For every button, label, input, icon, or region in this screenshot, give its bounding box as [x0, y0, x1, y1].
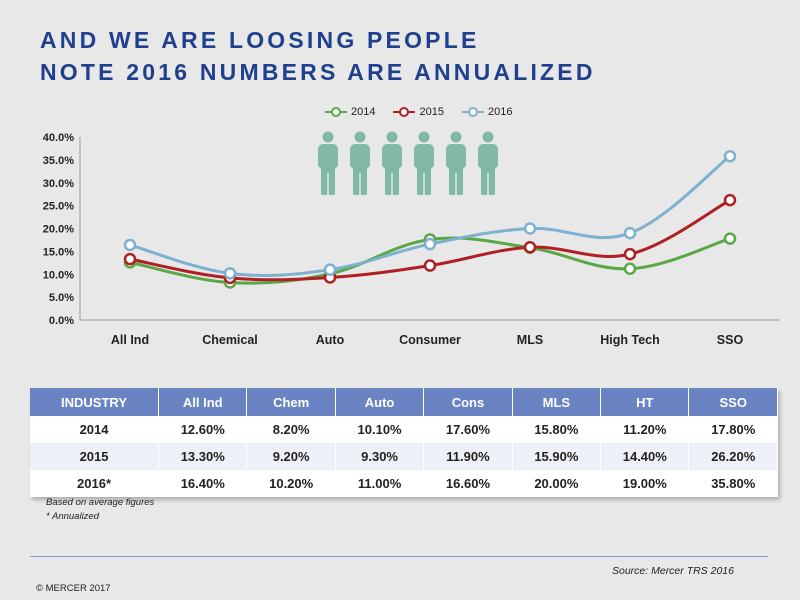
title-line-2: NOTE 2016 NUMBERS ARE ANNUALIZED — [40, 59, 596, 85]
y-tick-label: 25.0% — [43, 201, 74, 213]
x-tick-label: Consumer — [399, 333, 461, 347]
table-cell: 17.60% — [423, 416, 513, 443]
footer-divider — [30, 556, 768, 557]
turnover-line-chart: 0.0% 5.0% 10.0% 15.0% 20.0% 25.0% 30.0% 35.0% 40… — [43, 132, 780, 347]
data-point-2014 — [723, 232, 737, 245]
y-tick-label: 15.0% — [43, 246, 74, 258]
footnote-average: Based on average figures — [46, 497, 155, 508]
y-tick-label: 5.0% — [49, 292, 74, 304]
data-point-2015 — [423, 259, 437, 272]
table-cell: 9.30% — [335, 443, 425, 470]
legend-label-2015: 2015 — [419, 106, 444, 118]
table-header-cell: MLS — [512, 388, 602, 416]
y-tick-label: 10.0% — [43, 269, 74, 281]
person-icon — [476, 131, 500, 195]
source-note: Source: Mercer TRS 2016 — [612, 565, 734, 577]
table-cell: 14.40% — [600, 443, 690, 470]
table-header-cell: INDUSTRY — [30, 388, 160, 416]
legend-label-2016: 2016 — [487, 106, 513, 118]
data-point-2015 — [723, 193, 737, 207]
table-header-row: INDUSTRY All Ind Chem Auto Cons MLS HT S… — [30, 388, 778, 416]
table-cell: 9.20% — [246, 443, 336, 470]
table-cell: 16.40% — [158, 470, 248, 497]
y-tick-label: 30.0% — [43, 178, 74, 190]
y-tick-label: 20.0% — [43, 224, 74, 236]
table-header-cell: HT — [600, 388, 690, 416]
x-tick-label: All Ind — [111, 333, 149, 347]
legend-item-2014: 2014 — [325, 106, 375, 118]
table-cell: 11.90% — [423, 443, 513, 470]
table-cell: 10.10% — [335, 416, 425, 443]
data-point-2016 — [123, 238, 137, 252]
data-point-2015 — [623, 247, 637, 261]
x-tick-label: MLS — [517, 333, 543, 347]
y-tick-label: 35.0% — [43, 155, 74, 167]
legend-swatch-2015-icon — [393, 107, 416, 117]
data-point-2014 — [623, 262, 637, 276]
title-line-1: AND WE ARE LOOSING PEOPLE — [40, 27, 480, 53]
x-tick-label: High Tech — [600, 333, 660, 347]
table-cell: 11.00% — [335, 470, 425, 497]
turnover-table: INDUSTRY All Ind Chem Auto Cons MLS HT S… — [30, 388, 778, 497]
x-tick-label: Chemical — [202, 333, 258, 347]
table-row: 2015 13.30% 9.20% 9.30% 11.90% 15.90% 14… — [30, 443, 778, 470]
table-row: 2014 12.60% 8.20% 10.10% 17.60% 15.80% 1… — [30, 416, 778, 443]
page-title: AND WE ARE LOOSING PEOPLE NOTE 2016 NUMB… — [40, 24, 596, 88]
legend-item-2015: 2015 — [393, 106, 444, 118]
table-cell: 19.00% — [600, 470, 690, 497]
table-row: 2016* 16.40% 10.20% 11.00% 16.60% 20.00%… — [30, 470, 778, 497]
legend-swatch-2014-icon — [325, 107, 347, 117]
table-cell: 12.60% — [158, 416, 248, 443]
copyright: © MERCER 2017 — [36, 583, 111, 594]
chart-legend: 2014 2015 2016 — [325, 106, 512, 118]
person-icon — [380, 131, 404, 195]
person-icon — [412, 131, 436, 195]
table-cell: 13.30% — [158, 443, 248, 470]
table-header-cell: All Ind — [158, 388, 248, 416]
table-cell: 20.00% — [512, 470, 602, 497]
data-point-2016 — [323, 263, 337, 276]
table-cell: 2014 — [30, 416, 160, 443]
footnote-annualized: * Annualized — [46, 511, 99, 522]
legend-item-2016: 2016 — [461, 106, 513, 118]
table-cell: 2015 — [30, 443, 160, 470]
people-icon-group — [316, 131, 500, 195]
table-cell: 11.20% — [600, 416, 690, 443]
table-cell: 2016* — [30, 470, 160, 497]
table-header-cell: Auto — [335, 388, 425, 416]
table-cell: 8.20% — [246, 416, 336, 443]
table-cell: 16.60% — [423, 470, 513, 497]
table-cell: 26.20% — [688, 443, 778, 470]
person-icon — [316, 131, 340, 195]
data-point-2016 — [223, 267, 237, 280]
y-tick-label: 0.0% — [49, 315, 74, 327]
table-cell: 10.20% — [246, 470, 336, 497]
legend-label-2014: 2014 — [351, 106, 376, 118]
table-cell: 17.80% — [688, 416, 778, 443]
x-tick-label: SSO — [717, 333, 744, 347]
data-point-2016 — [723, 149, 737, 163]
table-cell: 15.90% — [512, 443, 602, 470]
table-cell: 15.80% — [512, 416, 602, 443]
data-point-2015 — [523, 241, 537, 254]
x-tick-label: Auto — [316, 333, 345, 347]
y-tick-label: 40.0% — [43, 132, 74, 144]
table-header-cell: Chem — [246, 388, 336, 416]
person-icon — [444, 131, 468, 195]
person-icon — [348, 131, 372, 195]
data-point-2016 — [523, 222, 537, 235]
table-header-cell: Cons — [423, 388, 513, 416]
turnover-table-container: INDUSTRY All Ind Chem Auto Cons MLS HT S… — [30, 388, 778, 497]
data-point-2015 — [123, 252, 137, 266]
legend-swatch-2016-icon — [461, 107, 484, 117]
data-point-2016 — [623, 226, 637, 240]
data-point-2016 — [423, 237, 437, 251]
table-header-cell: SSO — [688, 388, 778, 416]
table-cell: 35.80% — [688, 470, 778, 497]
